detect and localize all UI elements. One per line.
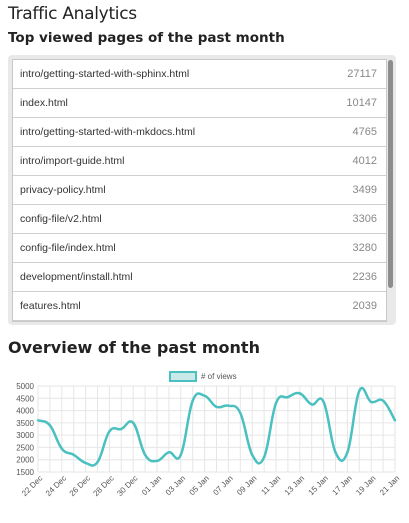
x-tick-label: 13 Jan [283,474,306,497]
list-item[interactable]: config-file/index.html 3280 [13,234,386,263]
views-line-chart: 1500 2000 2500 3000 3500 4000 4500 5000 22 Dec 24… [16,371,401,498]
y-tick-label: 3000 [16,431,34,440]
x-tick-label: 28 Dec [91,474,115,498]
page-title: Traffic Analytics [8,4,137,24]
page-views-count: 3280 [352,242,377,254]
x-tick-label: 15 Jan [307,474,330,497]
list-item[interactable]: config-file/v2.html 3306 [13,205,386,234]
x-tick-label: 24 Dec [44,474,68,498]
data-point [203,394,206,398]
data-point [60,447,63,450]
data-point [370,400,373,404]
data-point [322,400,325,404]
x-tick-label: 05 Jan [188,474,211,497]
x-tick-label: 11 Jan [259,474,282,497]
data-point [132,421,135,425]
data-point [227,404,230,407]
y-tick-label: 5000 [16,382,34,391]
data-point [346,451,349,454]
y-tick-label: 2000 [16,456,34,465]
top-pages-panel: intro/getting-started-with-sphinx.html 27… [8,55,396,325]
overview-heading: Overview of the past month [8,338,260,357]
data-point [334,451,337,454]
list-item[interactable]: development/install.html 2236 [13,263,386,292]
page-path[interactable]: intro/getting-started-with-mkdocs.html [20,126,196,138]
list-item[interactable]: index.html 10147 [13,89,386,118]
data-point [84,461,87,465]
x-tick-label: 21 Jan [378,474,401,497]
x-tick-label: 30 Dec [115,474,139,498]
x-tick-label: 26 Dec [68,474,92,498]
data-point [274,402,278,405]
x-tick-label: 01 Jan [140,474,163,497]
page-path[interactable]: intro/getting-started-with-sphinx.html [20,68,190,80]
y-tick-label: 4500 [16,394,34,403]
data-point [167,451,171,454]
list-item[interactable]: intro/getting-started-with-mkdocs.html 47… [13,118,386,147]
page-path[interactable]: config-file/v2.html [20,213,102,225]
x-tick-label: 09 Jan [235,474,258,497]
x-tick-label: 03 Jan [164,474,187,497]
data-point [310,403,313,406]
list-scrollbar-thumb[interactable] [388,60,393,288]
page-path[interactable]: privacy-policy.html [20,184,106,196]
legend-swatch [169,371,197,382]
top-pages-heading: Top viewed pages of the past month [8,30,285,46]
data-point [262,456,266,459]
page-views-count: 4765 [352,126,377,138]
data-point [251,453,254,456]
page-path[interactable]: config-file/index.html [20,242,116,254]
y-tick-label: 4000 [16,407,34,416]
x-tick-label: 22 Dec [20,474,44,498]
data-point [108,430,111,433]
data-point [298,392,301,395]
page-path[interactable]: index.html [20,97,68,109]
page-views-count: 10147 [346,97,377,109]
data-point [36,419,40,422]
data-point [191,399,194,402]
page-views-count: 3499 [352,184,377,196]
page-path[interactable]: features.html [20,300,81,312]
y-tick-label: 3500 [16,419,34,428]
x-tick-label: 07 Jan [211,474,234,497]
page-path[interactable]: intro/import-guide.html [20,155,125,167]
page-views-count: 2236 [352,271,377,283]
list-item[interactable]: features.html 2039 [13,292,386,321]
data-point [143,453,147,456]
list-item[interactable]: intro/getting-started-with-sphinx.html 27… [13,60,386,89]
data-point [381,399,385,402]
data-point [286,395,290,399]
page-views-count: 4012 [352,155,377,167]
page-views-count: 3306 [352,213,377,225]
data-point [358,389,361,393]
list-item[interactable]: privacy-policy.html 3499 [13,176,386,205]
page-views-count: 2039 [352,300,377,312]
data-point [215,405,218,409]
x-tick-label: 17 Jan [330,474,353,497]
data-point [155,459,159,463]
data-point [239,411,242,415]
top-pages-list[interactable]: intro/getting-started-with-sphinx.html 27… [12,59,387,322]
data-point [96,460,99,464]
data-point [72,453,75,456]
data-point [179,453,182,456]
page-views-count: 27117 [347,68,377,80]
x-tick-label: 19 Jan [354,474,377,497]
legend-label: # of views [201,372,237,381]
data-point [120,427,123,431]
list-scrollbar[interactable] [388,60,393,320]
data-point [48,424,52,427]
page-path[interactable]: development/install.html [20,271,133,283]
data-point [393,419,397,422]
list-item[interactable]: intro/import-guide.html 4012 [13,147,386,176]
y-tick-label: 2500 [16,443,34,452]
y-tick-label: 1500 [16,468,34,477]
